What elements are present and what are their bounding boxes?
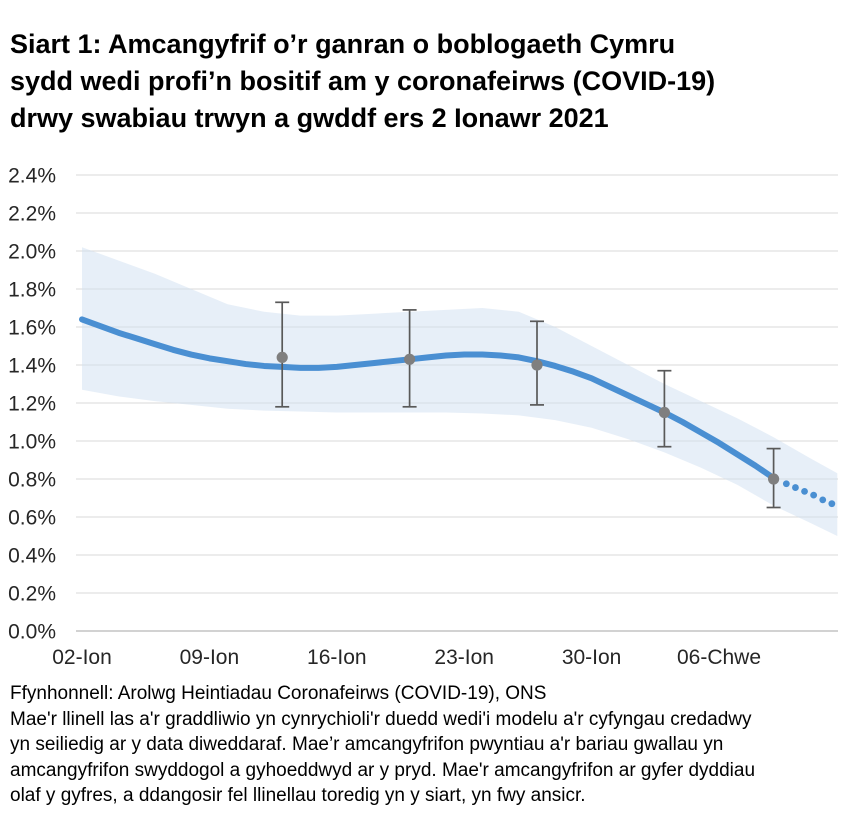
svg-text:1.2%: 1.2% (8, 393, 56, 416)
svg-text:2.4%: 2.4% (8, 165, 56, 188)
trend-line-dotted (782, 480, 836, 508)
x-axis-labels: 02-Ion 09-Ion 16-Ion 23-Ion 30-Ion 06-Chwe (52, 646, 761, 669)
source-text: Ffynhonnell: Arolwg Heintiadau Coronafei… (10, 683, 547, 704)
svg-text:06-Chwe: 06-Chwe (677, 646, 761, 669)
y-axis-labels: 0.0% 0.2% 0.4% 0.6% 0.8% 1.0% 1.2% 1.4% 1.6% 1.8%… (8, 165, 56, 644)
svg-text:0.8%: 0.8% (8, 469, 56, 492)
svg-text:1.4%: 1.4% (8, 355, 56, 378)
svg-text:2.2%: 2.2% (8, 203, 56, 226)
svg-text:16-Ion: 16-Ion (307, 646, 367, 669)
svg-text:0.4%: 0.4% (8, 545, 56, 568)
chart-figure: 0.0% 0.2% 0.4% 0.6% 0.8% 1.0% 1.2% 1.4% 1.6% 1.8%… (0, 150, 847, 680)
svg-text:09-Ion: 09-Ion (180, 646, 240, 669)
svg-text:0.6%: 0.6% (8, 507, 56, 530)
svg-text:0.2%: 0.2% (8, 583, 56, 606)
svg-text:23-Ion: 23-Ion (434, 646, 494, 669)
error-bars (275, 301, 781, 509)
chart-footer: Ffynhonnell: Arolwg Heintiadau Coronafei… (10, 681, 845, 809)
svg-text:0.0%: 0.0% (8, 621, 56, 644)
svg-text:1.8%: 1.8% (8, 279, 56, 302)
trend-line (79, 316, 777, 482)
svg-text:1.6%: 1.6% (8, 317, 56, 340)
svg-text:02-Ion: 02-Ion (52, 646, 112, 669)
covid-positivity-chart: 0.0% 0.2% 0.4% 0.6% 0.8% 1.0% 1.2% 1.4% 1.6% 1.8%… (8, 165, 838, 669)
chart-title: Siart 1: Amcangyfrif o’r ganran o boblog… (10, 29, 716, 134)
confidence-band (82, 247, 838, 536)
svg-text:2.0%: 2.0% (8, 241, 56, 264)
svg-text:30-Ion: 30-Ion (562, 646, 622, 669)
y-gridlines (76, 174, 838, 632)
note-text: Mae'r llinell las a'r graddliwio yn cynr… (10, 708, 756, 807)
svg-text:1.0%: 1.0% (8, 431, 56, 454)
